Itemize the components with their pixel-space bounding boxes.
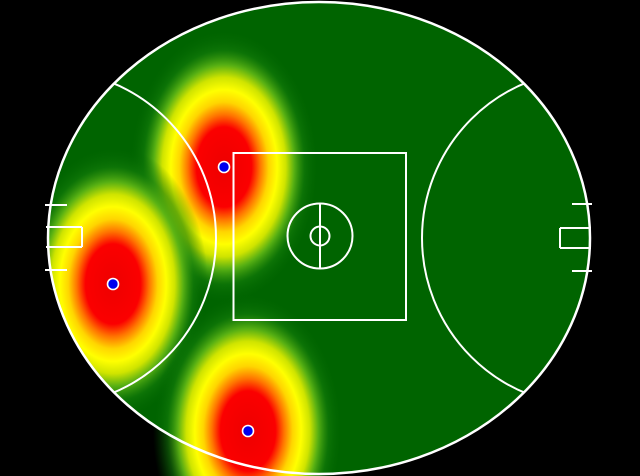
boundary-line [46,0,592,476]
fifty-metre-arcs [48,69,590,407]
goal-square-left [45,204,83,271]
fifty-metre-arc-left [48,69,217,407]
centre-square [232,152,407,321]
goal-square-right [559,203,592,272]
marker-layer [106,160,255,438]
data-point-marker[interactable] [217,160,231,174]
data-point-marker[interactable] [106,277,120,291]
fifty-metre-arc-right [421,69,590,407]
data-point-marker[interactable] [241,424,255,438]
